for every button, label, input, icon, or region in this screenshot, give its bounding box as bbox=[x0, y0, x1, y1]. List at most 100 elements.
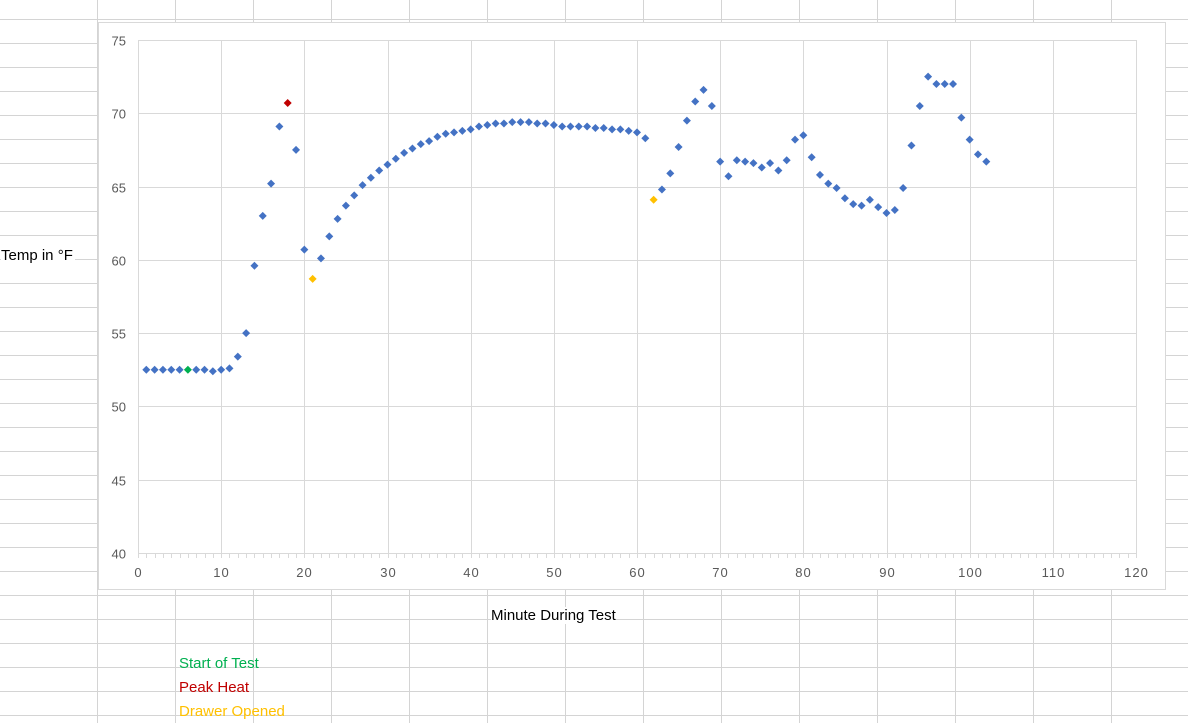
data-point[interactable] bbox=[441, 129, 450, 138]
data-point[interactable] bbox=[641, 134, 650, 143]
data-point[interactable] bbox=[907, 141, 916, 150]
data-point[interactable] bbox=[633, 128, 641, 137]
data-point[interactable] bbox=[333, 214, 342, 223]
data-point[interactable] bbox=[649, 195, 658, 204]
data-point[interactable] bbox=[732, 156, 741, 165]
data-point[interactable] bbox=[757, 163, 766, 172]
data-point[interactable] bbox=[807, 153, 816, 162]
data-point[interactable] bbox=[433, 132, 442, 141]
data-point[interactable] bbox=[932, 79, 941, 88]
data-point[interactable] bbox=[707, 101, 716, 110]
data-point[interactable] bbox=[208, 367, 217, 376]
data-point[interactable] bbox=[167, 365, 176, 374]
data-point[interactable] bbox=[890, 206, 899, 215]
data-point[interactable] bbox=[583, 122, 592, 131]
data-point[interactable] bbox=[616, 125, 625, 134]
data-point[interactable] bbox=[716, 157, 725, 166]
data-point[interactable] bbox=[183, 365, 192, 374]
data-point[interactable] bbox=[566, 122, 575, 131]
data-point[interactable] bbox=[849, 200, 858, 209]
data-point[interactable] bbox=[799, 131, 808, 140]
data-point[interactable] bbox=[400, 148, 409, 157]
data-point[interactable] bbox=[316, 254, 325, 263]
data-point[interactable] bbox=[416, 140, 425, 149]
data-point[interactable] bbox=[957, 113, 966, 122]
data-point[interactable] bbox=[899, 184, 908, 193]
data-point[interactable] bbox=[832, 184, 841, 193]
data-point[interactable] bbox=[666, 169, 675, 178]
data-point[interactable] bbox=[824, 179, 833, 188]
data-point[interactable] bbox=[450, 128, 459, 137]
data-point[interactable] bbox=[549, 121, 558, 130]
data-point[interactable] bbox=[383, 160, 392, 169]
data-point[interactable] bbox=[741, 157, 750, 166]
data-point[interactable] bbox=[366, 173, 375, 182]
data-point[interactable] bbox=[882, 208, 891, 217]
data-point[interactable] bbox=[857, 201, 866, 210]
data-point[interactable] bbox=[782, 156, 791, 165]
data-point[interactable] bbox=[192, 365, 201, 374]
data-point[interactable] bbox=[533, 119, 542, 128]
data-point[interactable] bbox=[965, 135, 974, 144]
data-point[interactable] bbox=[874, 203, 883, 212]
data-point[interactable] bbox=[267, 179, 276, 188]
data-point[interactable] bbox=[458, 126, 467, 135]
data-point[interactable] bbox=[924, 72, 933, 81]
data-point[interactable] bbox=[350, 191, 359, 200]
data-point[interactable] bbox=[674, 142, 683, 151]
data-point[interactable] bbox=[225, 364, 234, 373]
data-point[interactable] bbox=[308, 274, 317, 283]
data-point[interactable] bbox=[541, 119, 550, 128]
data-point[interactable] bbox=[474, 122, 483, 131]
data-point[interactable] bbox=[766, 159, 775, 168]
data-point[interactable] bbox=[466, 125, 475, 134]
data-point[interactable] bbox=[408, 144, 417, 153]
data-point[interactable] bbox=[375, 166, 384, 175]
data-point[interactable] bbox=[973, 150, 982, 159]
data-point[interactable] bbox=[599, 123, 608, 132]
data-point[interactable] bbox=[691, 97, 700, 106]
data-point[interactable] bbox=[275, 122, 284, 131]
data-point[interactable] bbox=[491, 119, 500, 128]
data-point[interactable] bbox=[608, 125, 617, 134]
data-point[interactable] bbox=[508, 118, 517, 127]
data-point[interactable] bbox=[217, 365, 226, 374]
data-point[interactable] bbox=[150, 365, 159, 374]
data-point[interactable] bbox=[425, 137, 434, 146]
data-point[interactable] bbox=[158, 365, 167, 374]
data-point[interactable] bbox=[391, 154, 400, 163]
data-point[interactable] bbox=[283, 99, 292, 108]
chart-area[interactable]: 40 45 50 55 60 65 70 75 0 10 20 30 40 50 60 70 80 90 100 11… bbox=[98, 22, 1166, 590]
data-point[interactable] bbox=[250, 261, 259, 270]
data-point[interactable] bbox=[915, 101, 924, 110]
data-point[interactable] bbox=[516, 118, 525, 127]
data-point[interactable] bbox=[865, 195, 874, 204]
data-point[interactable] bbox=[325, 232, 334, 241]
data-point[interactable] bbox=[200, 365, 209, 374]
data-point[interactable] bbox=[749, 159, 758, 168]
data-point[interactable] bbox=[483, 121, 492, 130]
data-point[interactable] bbox=[624, 126, 633, 135]
data-point[interactable] bbox=[840, 194, 849, 203]
data-point[interactable] bbox=[724, 172, 733, 181]
data-point[interactable] bbox=[300, 245, 309, 254]
data-point[interactable] bbox=[591, 123, 600, 132]
data-point[interactable] bbox=[682, 116, 691, 125]
data-point[interactable] bbox=[292, 145, 301, 154]
data-point[interactable] bbox=[358, 181, 367, 190]
data-point[interactable] bbox=[175, 365, 184, 374]
data-point[interactable] bbox=[341, 201, 350, 210]
data-point[interactable] bbox=[233, 352, 242, 361]
data-point[interactable] bbox=[558, 122, 567, 131]
data-point[interactable] bbox=[574, 122, 583, 131]
data-point[interactable] bbox=[699, 85, 708, 94]
data-point[interactable] bbox=[949, 79, 958, 88]
data-point[interactable] bbox=[142, 365, 151, 374]
data-point[interactable] bbox=[982, 157, 991, 166]
data-point[interactable] bbox=[940, 79, 949, 88]
data-point[interactable] bbox=[242, 329, 251, 338]
data-point[interactable] bbox=[657, 185, 666, 194]
data-point[interactable] bbox=[524, 118, 533, 127]
data-point[interactable] bbox=[499, 119, 508, 128]
data-point[interactable] bbox=[791, 135, 800, 144]
